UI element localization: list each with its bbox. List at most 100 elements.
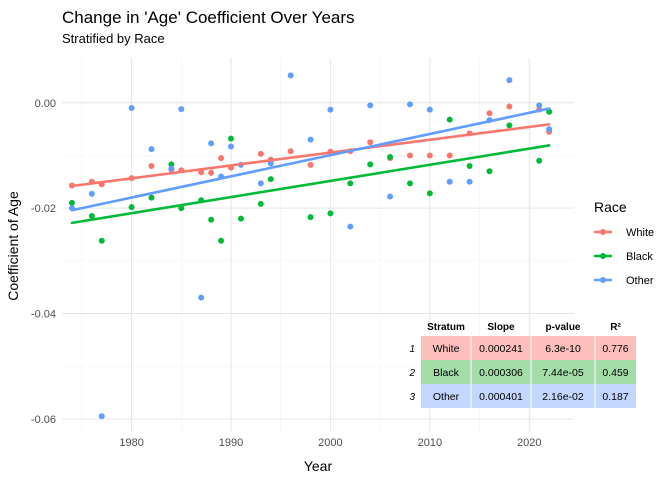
table-row-index: 3 [409, 392, 415, 403]
table-cell-p-value: 7.44e-05 [542, 367, 584, 379]
data-point-white [426, 152, 433, 159]
data-point-other [198, 294, 205, 301]
data-point-other [267, 160, 274, 167]
data-point-black [406, 180, 413, 187]
data-point-black [387, 154, 394, 161]
y-tick-label: -0.06 [31, 414, 56, 426]
data-point-white [506, 103, 513, 110]
data-point-black [88, 213, 95, 220]
data-point-white [148, 162, 155, 169]
data-point-black [506, 122, 513, 129]
data-point-black [228, 135, 235, 142]
data-point-white [208, 169, 215, 176]
x-axis-ticks: 1980 1990 2000 2010 2020 [119, 437, 541, 449]
data-point-other [426, 106, 433, 113]
data-point-other [148, 146, 155, 153]
data-point-other [128, 105, 135, 112]
data-point-white [287, 148, 294, 155]
data-point-other [466, 178, 473, 185]
table-header: p-value [545, 322, 580, 333]
x-tick-label: 2010 [418, 437, 442, 449]
data-point-other [506, 77, 513, 84]
table-cell-slope: 0.000241 [479, 343, 523, 355]
fit-line-white [70, 123, 551, 188]
table-cell-slope: 0.000401 [479, 391, 523, 403]
legend-key-point-black [600, 253, 606, 259]
legend-key-point-white [600, 229, 606, 235]
y-axis-title: Coefficient of Age [5, 191, 21, 301]
data-point-white [486, 110, 493, 117]
legend-label-other: Other [626, 275, 654, 287]
data-point-other [327, 106, 334, 113]
data-point-black [486, 168, 493, 175]
stats-table: Stratum Slope p-value R² 1 White 0.000241 6.3e-… [408, 322, 636, 408]
data-point-white [307, 161, 314, 168]
data-point-black [128, 204, 135, 211]
data-point-black [347, 180, 354, 187]
data-point-other [257, 180, 264, 187]
table-cell-r2: 0.187 [602, 391, 628, 403]
table-row-fill [421, 360, 636, 384]
data-point-black [446, 116, 453, 123]
data-point-black [218, 237, 225, 244]
data-point-black [208, 216, 215, 223]
table-cell-stratum: Other [433, 391, 460, 403]
data-point-other [98, 413, 105, 420]
table-cell-r2: 0.459 [602, 367, 628, 379]
table-cell-slope: 0.000306 [479, 367, 523, 379]
data-point-black [367, 161, 374, 168]
table-header: Stratum [427, 322, 465, 333]
data-point-black [257, 200, 264, 207]
data-point-other [446, 178, 453, 185]
x-axis-title: Year [304, 458, 333, 474]
chart-subtitle: Stratified by Race [62, 31, 165, 46]
table-cell-p-value: 2.16e-02 [542, 391, 584, 403]
y-tick-label: 0.00 [35, 98, 56, 110]
x-tick-label: 2000 [318, 437, 342, 449]
data-point-black [466, 162, 473, 169]
table-cell-stratum: Black [433, 367, 459, 379]
legend: Race White Black Other [594, 199, 654, 287]
y-tick-label: -0.04 [31, 308, 56, 320]
data-point-black [307, 214, 314, 221]
y-axis-ticks: -0.06 -0.04 -0.02 0.00 [31, 98, 56, 426]
table-row-fill [421, 384, 636, 408]
data-point-black [267, 176, 274, 183]
table-row-index: 2 [408, 368, 415, 379]
data-point-white [218, 155, 225, 162]
data-point-white [406, 152, 413, 159]
legend-key-point-other [600, 277, 606, 283]
table-cell-stratum: White [433, 343, 460, 355]
data-point-other [208, 140, 215, 147]
x-tick-label: 1980 [119, 437, 143, 449]
data-point-other [307, 136, 314, 143]
legend-title: Race [594, 199, 627, 215]
data-point-other [178, 106, 185, 113]
x-tick-label: 2020 [517, 437, 541, 449]
data-point-white [367, 139, 374, 146]
data-point-black [546, 108, 553, 115]
x-tick-label: 1990 [219, 437, 243, 449]
data-point-other [287, 72, 294, 79]
chart-title: Change in 'Age' Coefficient Over Years [62, 8, 355, 27]
data-point-white [257, 150, 264, 157]
data-point-black [168, 161, 175, 168]
data-point-black [327, 210, 334, 217]
data-point-black [536, 157, 543, 164]
table-row-fill [421, 336, 636, 360]
table-header: R² [610, 322, 621, 333]
data-point-other [536, 102, 543, 109]
y-tick-label: -0.02 [31, 203, 56, 215]
table-cell-r2: 0.776 [602, 343, 628, 355]
data-point-other [387, 193, 394, 200]
data-point-other [347, 223, 354, 230]
legend-label-white: White [626, 227, 654, 239]
fit-line-other [70, 107, 551, 212]
data-point-other [88, 190, 95, 197]
table-cell-p-value: 6.3e-10 [545, 343, 581, 355]
data-point-other [228, 143, 235, 150]
table-header: Slope [487, 322, 515, 333]
regression-lines [70, 107, 551, 225]
data-point-white [446, 152, 453, 159]
